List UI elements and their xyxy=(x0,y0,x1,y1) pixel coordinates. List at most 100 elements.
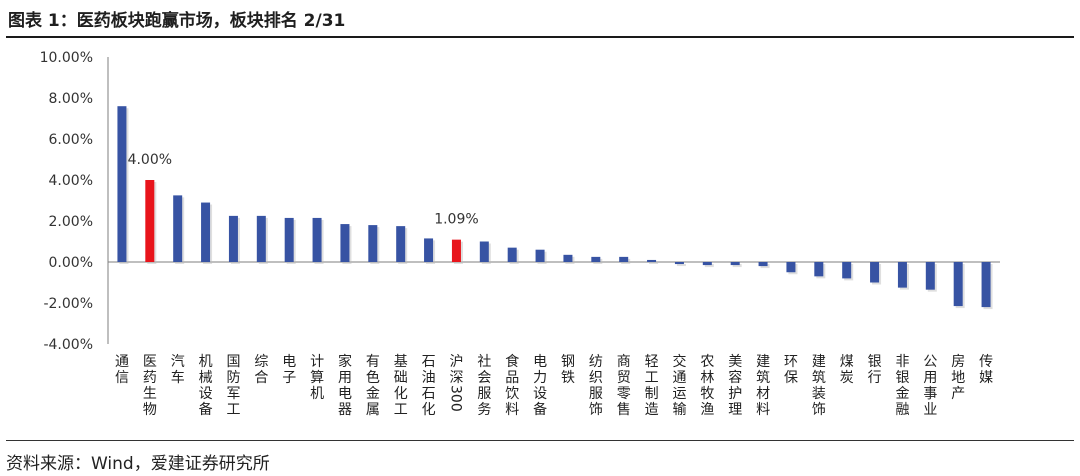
bar xyxy=(117,106,127,262)
category-label: 房地产 xyxy=(951,354,965,402)
svg-text:机: 机 xyxy=(310,386,324,402)
svg-text:食: 食 xyxy=(505,353,519,370)
source-rule xyxy=(6,440,1074,441)
svg-text:信: 信 xyxy=(115,370,129,386)
svg-text:物: 物 xyxy=(143,402,157,418)
svg-text:综: 综 xyxy=(254,354,268,370)
svg-text:械: 械 xyxy=(199,370,213,386)
svg-text:服: 服 xyxy=(477,386,491,402)
svg-text:零: 零 xyxy=(617,386,631,402)
svg-text:银: 银 xyxy=(868,354,882,370)
data-label: 1.09% xyxy=(434,212,478,228)
bar xyxy=(312,217,322,262)
svg-text:电: 电 xyxy=(533,354,547,370)
svg-text:保: 保 xyxy=(784,370,798,386)
svg-text:交: 交 xyxy=(672,353,686,370)
svg-text:护: 护 xyxy=(728,386,742,402)
source-note: 资料来源：Wind，爱建证券研究所 xyxy=(6,454,270,474)
svg-text:电: 电 xyxy=(282,354,296,370)
svg-text:金: 金 xyxy=(895,386,909,402)
bar xyxy=(535,249,545,262)
bar xyxy=(647,259,657,262)
y-tick-label: 4.00% xyxy=(49,173,93,189)
svg-text:公: 公 xyxy=(923,354,937,370)
svg-text:房: 房 xyxy=(951,354,965,370)
svg-text:银: 银 xyxy=(895,370,909,386)
bar xyxy=(228,215,238,262)
svg-text:务: 务 xyxy=(477,402,491,418)
y-tick-label: 0.00% xyxy=(49,255,93,271)
svg-text:品: 品 xyxy=(505,370,519,386)
svg-text:电: 电 xyxy=(338,386,352,402)
y-tick-label: 6.00% xyxy=(49,132,93,148)
category-label: 环保 xyxy=(784,354,798,386)
svg-text:理: 理 xyxy=(728,402,742,418)
svg-text:石: 石 xyxy=(422,386,436,402)
bar xyxy=(786,262,796,273)
bar xyxy=(870,262,880,283)
svg-text:林: 林 xyxy=(700,370,714,386)
svg-text:力: 力 xyxy=(533,370,547,386)
svg-text:属: 属 xyxy=(366,402,380,418)
bar xyxy=(814,262,824,277)
svg-text:会: 会 xyxy=(477,370,491,386)
bar xyxy=(256,215,266,262)
svg-text:牧: 牧 xyxy=(700,386,714,402)
y-axis: -4.00% -2.00% 0.00% 2.00% 4.00% 6.00% 8.00% 10.… xyxy=(40,50,1000,353)
y-tick-label: 8.00% xyxy=(49,91,93,107)
bar xyxy=(173,195,183,262)
svg-text:产: 产 xyxy=(951,386,965,402)
bar xyxy=(897,262,907,288)
svg-text:生: 生 xyxy=(143,386,157,402)
bar xyxy=(396,226,406,262)
svg-text:基: 基 xyxy=(394,353,408,370)
category-label: 银行 xyxy=(868,354,882,386)
category-labels: 通信医药生物汽车机械设备国防军工综合电子计算机家用电器有色金属基础化工石油石化沪… xyxy=(115,353,993,418)
y-tick-label: 2.00% xyxy=(49,214,93,230)
svg-text:合: 合 xyxy=(254,370,268,386)
svg-text:饰: 饰 xyxy=(812,402,826,418)
svg-text:化: 化 xyxy=(422,402,436,418)
svg-text:造: 造 xyxy=(645,402,659,418)
svg-text:石: 石 xyxy=(422,354,436,370)
bar-shadow xyxy=(704,264,714,268)
bar xyxy=(953,262,963,307)
bar xyxy=(424,238,434,262)
svg-text:设: 设 xyxy=(533,386,547,402)
svg-text:事: 事 xyxy=(923,386,937,402)
svg-text:钢: 钢 xyxy=(561,354,575,370)
svg-text:备: 备 xyxy=(533,401,547,418)
category-label: 电子 xyxy=(282,354,296,386)
svg-text:工: 工 xyxy=(226,402,240,418)
svg-text:商: 商 xyxy=(617,354,631,370)
svg-text:化: 化 xyxy=(394,386,408,402)
bar xyxy=(591,256,601,262)
svg-text:通: 通 xyxy=(672,370,686,386)
title-rule xyxy=(6,36,1074,38)
svg-text:纺: 纺 xyxy=(589,354,603,370)
svg-text:运: 运 xyxy=(672,386,686,402)
svg-text:算: 算 xyxy=(310,370,324,386)
svg-text:织: 织 xyxy=(589,370,603,386)
svg-text:服: 服 xyxy=(589,386,603,402)
category-label: 传媒 xyxy=(979,354,993,386)
bar xyxy=(730,262,740,266)
svg-text:金: 金 xyxy=(366,386,380,402)
svg-text:社: 社 xyxy=(477,354,491,370)
bar xyxy=(758,262,768,267)
bar xyxy=(981,262,991,308)
svg-text:环: 环 xyxy=(784,354,798,370)
bar xyxy=(284,217,294,262)
bar-shadow xyxy=(732,264,742,268)
y-tick-label: -2.00% xyxy=(43,296,93,312)
svg-text:非: 非 xyxy=(895,354,909,370)
